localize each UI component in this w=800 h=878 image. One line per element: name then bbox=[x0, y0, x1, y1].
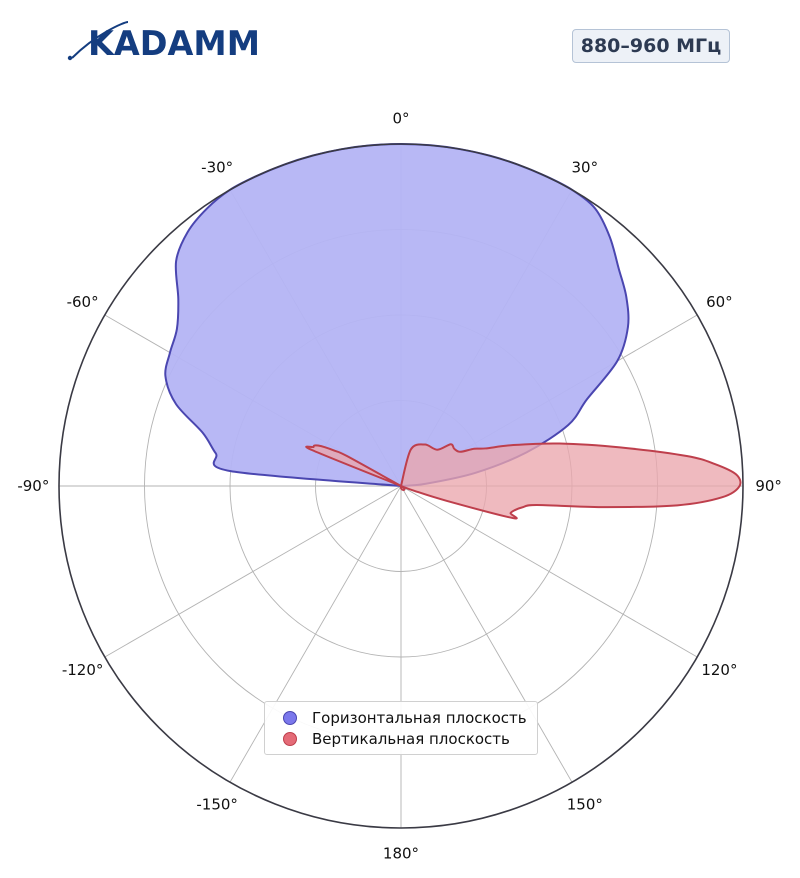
legend-label-horizontal: Горизонтальная плоскость bbox=[312, 709, 527, 727]
angular-tick-label-0: 0° bbox=[392, 109, 409, 127]
angular-labels: 0° 30° 60° 90° 120° 150° 180° -150° -120° -90° -60… bbox=[17, 109, 782, 862]
logo-text: KADAMM bbox=[88, 24, 260, 62]
angular-tick-label-5: 150° bbox=[567, 795, 603, 813]
angular-tick-label-6: 180° bbox=[383, 845, 419, 863]
logo-dot bbox=[67, 55, 73, 61]
logo-orbit-arc bbox=[71, 21, 129, 59]
legend-label-vertical: Вертикальная плоскость bbox=[312, 730, 510, 748]
angular-tick-label-2: 60° bbox=[706, 293, 733, 311]
angular-tick-label-1: 30° bbox=[572, 159, 599, 177]
angular-tick-label-3: 90° bbox=[755, 477, 782, 495]
angular-tick-label-7: -150° bbox=[196, 795, 238, 813]
kadamm-logo: KADAMM bbox=[67, 21, 260, 62]
polar-frame bbox=[58, 143, 744, 829]
legend-item-horizontal: Горизонтальная плоскость bbox=[283, 708, 527, 728]
polar-series bbox=[164, 143, 742, 520]
legend-swatch-vertical bbox=[283, 732, 297, 746]
angular-tick-label-9: -90° bbox=[17, 477, 49, 495]
angular-tick-label-4: 120° bbox=[701, 661, 737, 679]
legend-swatch-horizontal bbox=[283, 711, 297, 725]
polar-outer-frame bbox=[58, 143, 744, 829]
series-vertical-plane bbox=[305, 442, 742, 520]
angular-tick-label-8: -120° bbox=[62, 661, 104, 679]
legend-item-vertical: Вертикальная плоскость bbox=[283, 729, 510, 749]
angular-tick-label-10: -60° bbox=[67, 293, 99, 311]
frequency-band-badge: 880–960 МГц bbox=[572, 29, 730, 63]
series-horizontal-plane bbox=[164, 143, 630, 487]
legend: Горизонтальная плоскость Вертикальная пл… bbox=[264, 701, 538, 755]
angular-tick-label-11: -30° bbox=[201, 159, 233, 177]
